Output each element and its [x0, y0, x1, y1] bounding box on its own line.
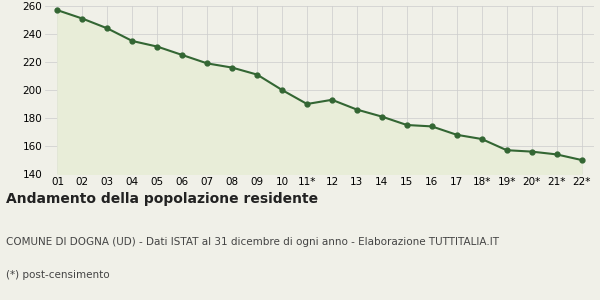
- Text: Andamento della popolazione residente: Andamento della popolazione residente: [6, 192, 318, 206]
- Text: (*) post-censimento: (*) post-censimento: [6, 270, 110, 280]
- Text: COMUNE DI DOGNA (UD) - Dati ISTAT al 31 dicembre di ogni anno - Elaborazione TUT: COMUNE DI DOGNA (UD) - Dati ISTAT al 31 …: [6, 237, 499, 247]
